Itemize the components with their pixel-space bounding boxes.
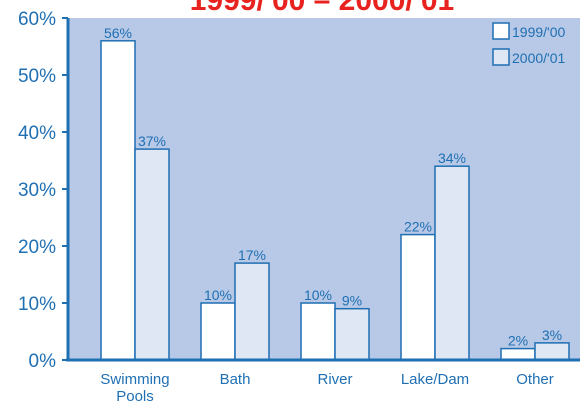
x-tick-label: Other (516, 371, 554, 388)
data-label: 37% (138, 133, 166, 149)
x-tick-label: River (317, 371, 352, 388)
data-label: 22% (404, 219, 432, 235)
bar (234, 262, 270, 361)
y-tick-label: 60% (18, 9, 56, 30)
bar (134, 148, 170, 361)
data-labels: 56% 10% 10% 22% 2% 37% 17% 9% 34% 3% (104, 25, 562, 349)
bars (100, 40, 570, 361)
bar (534, 342, 570, 361)
data-label: 17% (238, 247, 266, 263)
y-tick-label: 20% (18, 237, 56, 258)
legend: 1999/'00 2000/'01 (492, 22, 565, 66)
legend-swatch (492, 22, 510, 40)
bar (300, 302, 336, 361)
y-tick-label: 40% (18, 123, 56, 144)
bar (200, 302, 236, 361)
bar (334, 307, 370, 361)
data-label: 2% (508, 333, 528, 349)
legend-swatch (492, 48, 510, 66)
data-label: 3% (542, 327, 562, 343)
x-tick-label: Swimming Pools (100, 371, 169, 403)
bar (434, 165, 470, 361)
x-ticks: Swimming Pools Bath River Lake/Dam Other (100, 371, 553, 403)
chart-title: 1999/'00 – 2000/'01 (190, 0, 455, 17)
data-label: 10% (204, 287, 232, 303)
y-tick-label: 10% (18, 294, 56, 315)
data-label: 34% (438, 150, 466, 166)
x-tick-label: Lake/Dam (401, 371, 469, 388)
y-tick-label: 0% (29, 351, 57, 372)
legend-label: 2000/'01 (512, 50, 565, 66)
data-label: 10% (304, 287, 332, 303)
bar (100, 40, 136, 361)
x-tick-label: Bath (220, 371, 251, 388)
legend-label: 1999/'00 (512, 24, 565, 40)
y-tick-label: 30% (18, 180, 56, 201)
y-ticks: 0% 10% 20% 30% 40% 50% 60% (18, 9, 68, 372)
data-label: 56% (104, 25, 132, 41)
y-tick-label: 50% (18, 66, 56, 87)
data-label: 9% (342, 293, 362, 309)
bar (500, 347, 536, 361)
bar (400, 233, 436, 361)
